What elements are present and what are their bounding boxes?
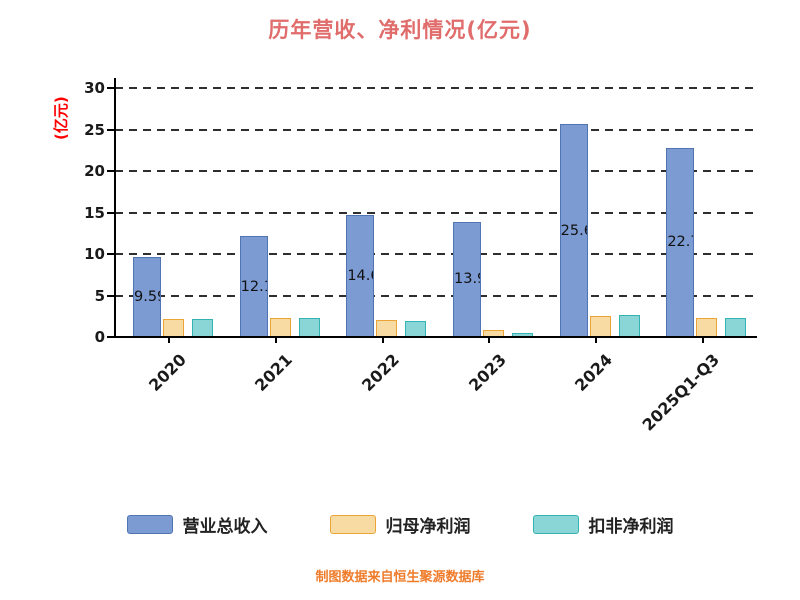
legend-label-total-revenue: 营业总收入 [182,517,268,537]
bar-value-label: 13.91 [454,271,480,288]
y-tick-mark-5 [107,294,114,297]
y-tick-label-10: 10 [84,245,105,263]
bar-total-revenue-2021: 12.14 [239,236,268,337]
bar-value-label: 9.59 [134,289,160,306]
bar-parent-net-profit-2022 [376,320,398,337]
x-tick-mark-2020 [168,338,171,343]
y-tick-label-5: 5 [94,286,105,305]
x-tick-label-2025Q1-Q3: 2025Q1-Q3 [638,350,724,435]
gridline-10 [115,253,755,255]
gridline-5 [115,294,755,297]
x-tick-mark-2025Q1-Q3 [701,338,704,343]
legend-swatch-parent-net-profit [329,515,376,534]
legend-label-non-gaap-net-profit: 扣非净利润 [588,517,674,537]
bar-total-revenue-2022: 14.69 [346,215,375,337]
bar-non-gaap-net-profit-2020 [192,318,213,337]
legend-swatch-non-gaap-net-profit [532,515,579,534]
bar-parent-net-profit-2024 [589,316,611,337]
chart-title: 历年营收、净利情况(亿元) [268,18,532,42]
legend-swatch-total-revenue [126,515,173,534]
legend-label-parent-net-profit: 归母净利润 [385,517,471,537]
bar-non-gaap-net-profit-2021 [298,317,320,337]
bar-total-revenue-2025Q1-Q3: 22.78 [666,147,695,337]
y-tick-mark-30 [107,87,114,89]
bar-value-label: 12.14 [240,278,267,295]
x-tick-mark-2024 [595,338,597,343]
x-tick-mark-2023 [488,338,491,343]
bar-total-revenue-2020: 9.59 [133,257,161,337]
y-tick-mark-25 [107,128,114,131]
x-tick-label-2024: 2024 [571,350,617,395]
bar-parent-net-profit-2021 [269,317,291,337]
bar-total-revenue-2023: 13.91 [453,221,481,337]
x-axis-line [113,336,757,338]
bar-non-gaap-net-profit-2022 [405,321,427,337]
bar-total-revenue-2024: 25.65 [559,124,588,337]
data-source-note: 制图数据来自恒生聚源数据库 [315,570,485,585]
y-tick-mark-20 [107,170,114,172]
y-tick-label-20: 20 [84,162,105,180]
bar-non-gaap-net-profit-2024 [618,315,640,337]
bar-parent-net-profit-2025Q1-Q3 [696,317,718,337]
bar-non-gaap-net-profit-2025Q1-Q3 [725,317,747,337]
y-tick-mark-0 [107,336,114,338]
y-tick-label-15: 15 [84,203,105,222]
gridline-15 [115,211,755,214]
bar-value-label: 22.78 [667,234,693,251]
legend-item-total-revenue: 营业总收入 [126,512,268,537]
y-tick-mark-15 [107,211,114,214]
y-tick-mark-10 [107,253,114,255]
x-tick-mark-2021 [275,338,277,343]
legend-item-parent-net-profit: 归母净利润 [329,512,471,537]
y-tick-label-25: 25 [84,120,105,139]
gridline-20 [115,170,755,172]
bar-parent-net-profit-2020 [163,318,184,337]
legend: 营业总收入 归母净利润 扣非净利润 [0,512,800,537]
y-tick-label-30: 30 [84,79,105,97]
gridline-25 [115,128,755,131]
x-tick-mark-2022 [381,338,384,343]
gridline-30 [115,87,755,89]
legend-item-non-gaap-net-profit: 扣非净利润 [532,512,674,537]
x-tick-label-2022: 2022 [358,350,404,395]
bar-value-label: 14.69 [347,268,373,285]
y-axis-line [114,78,116,338]
bar-value-label: 25.65 [560,222,587,239]
x-tick-label-2020: 2020 [144,350,190,395]
y-tick-label-0: 0 [94,328,105,346]
x-tick-label-2021: 2021 [251,350,297,395]
x-tick-label-2023: 2023 [464,350,510,395]
